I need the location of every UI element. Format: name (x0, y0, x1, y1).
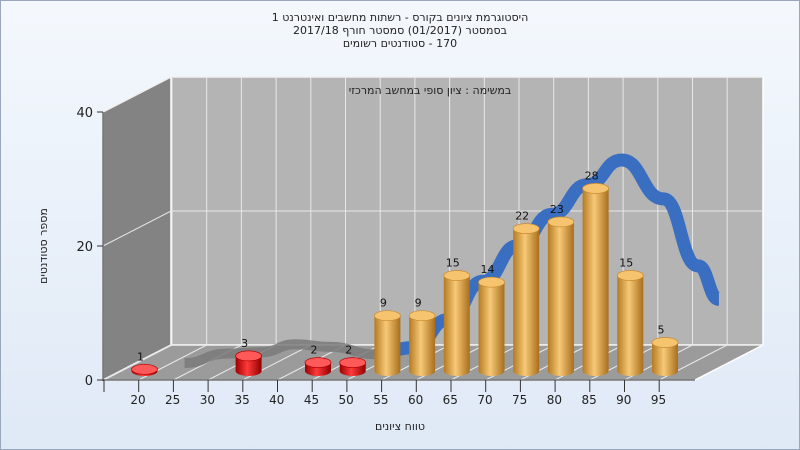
chart-title-line-1: היסטוגרמת ציונים בקורס - רשתות מחשבים וא… (271, 11, 529, 24)
bar-body (443, 275, 470, 377)
data-label: 15 (446, 257, 460, 270)
y-tick-label: 40 (76, 106, 93, 121)
floor-gridline (103, 344, 173, 381)
x-tick-label: 50 (339, 393, 354, 407)
data-label: 15 (619, 257, 633, 270)
y-gridline (102, 76, 763, 113)
bar-body (478, 282, 505, 377)
data-label: 22 (515, 210, 529, 223)
x-tick-label: 80 (547, 393, 562, 407)
chart-title-line-2: בסמסטר (01/2017) סמסטר חורף 2017/18 (293, 24, 507, 37)
bar-top (408, 310, 436, 322)
bar-body (513, 228, 540, 377)
x-tick-label: 85 (581, 393, 596, 407)
x-tick-label: 25 (165, 393, 180, 407)
bar-top (235, 350, 262, 362)
bar-top (443, 270, 471, 281)
bar-top (374, 310, 401, 322)
x-tick-label: 75 (512, 393, 527, 407)
x-tick-label: 45 (304, 393, 319, 407)
bar-top (478, 276, 505, 288)
data-label: 2 (345, 344, 352, 357)
chart-title-line-3: 170 - סטודנטים רשומים (342, 37, 458, 50)
data-label: 23 (550, 203, 564, 216)
x-tick-label: 95 (651, 393, 666, 407)
x-tick-label: 35 (234, 393, 249, 407)
x-tick-label: 20 (130, 393, 145, 407)
bar-body (374, 315, 401, 377)
y-axis-title: מספר סטודנטים (37, 208, 50, 284)
data-label: 2 (311, 344, 318, 357)
bar-top (512, 223, 540, 234)
bar-body (652, 342, 678, 376)
bar-body (547, 221, 574, 377)
data-label: 9 (415, 297, 422, 310)
x-axis-title: טווח ציונים (375, 420, 425, 433)
x-tick-label: 55 (373, 393, 388, 407)
bar-body (409, 315, 436, 376)
chart-subtitle: במשימה : ציון סופי במחשב המרכזי (349, 84, 512, 97)
bar-body (582, 188, 609, 377)
data-label: 28 (585, 169, 599, 182)
bar-top (547, 216, 575, 228)
x-tick-label: 60 (408, 393, 423, 407)
bar-body (617, 275, 644, 377)
y-tick-label: 20 (76, 240, 93, 255)
data-label: 1 (137, 350, 144, 363)
data-label: 5 (658, 324, 665, 337)
x-tick-label: 40 (269, 393, 284, 407)
data-label: 9 (380, 297, 387, 310)
data-label: 14 (481, 263, 495, 276)
bar-top (651, 337, 679, 348)
x-tick-label: 90 (616, 393, 631, 407)
x-tick-label: 70 (477, 393, 492, 407)
bar-top (339, 357, 367, 368)
x-tick-label: 30 (200, 393, 215, 407)
bar-top (131, 363, 158, 375)
bar-body (235, 355, 262, 377)
bar-top (304, 357, 332, 368)
data-label: 3 (241, 337, 248, 350)
distribution-curve (380, 153, 722, 361)
y-tick-label: 0 (85, 374, 93, 389)
bar-top (582, 183, 609, 194)
x-tick-label: 65 (443, 393, 458, 407)
bar-top (616, 270, 644, 281)
